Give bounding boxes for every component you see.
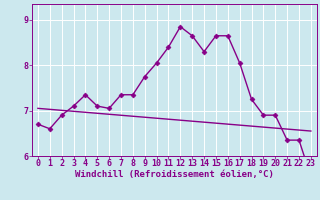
X-axis label: Windchill (Refroidissement éolien,°C): Windchill (Refroidissement éolien,°C)	[75, 170, 274, 179]
